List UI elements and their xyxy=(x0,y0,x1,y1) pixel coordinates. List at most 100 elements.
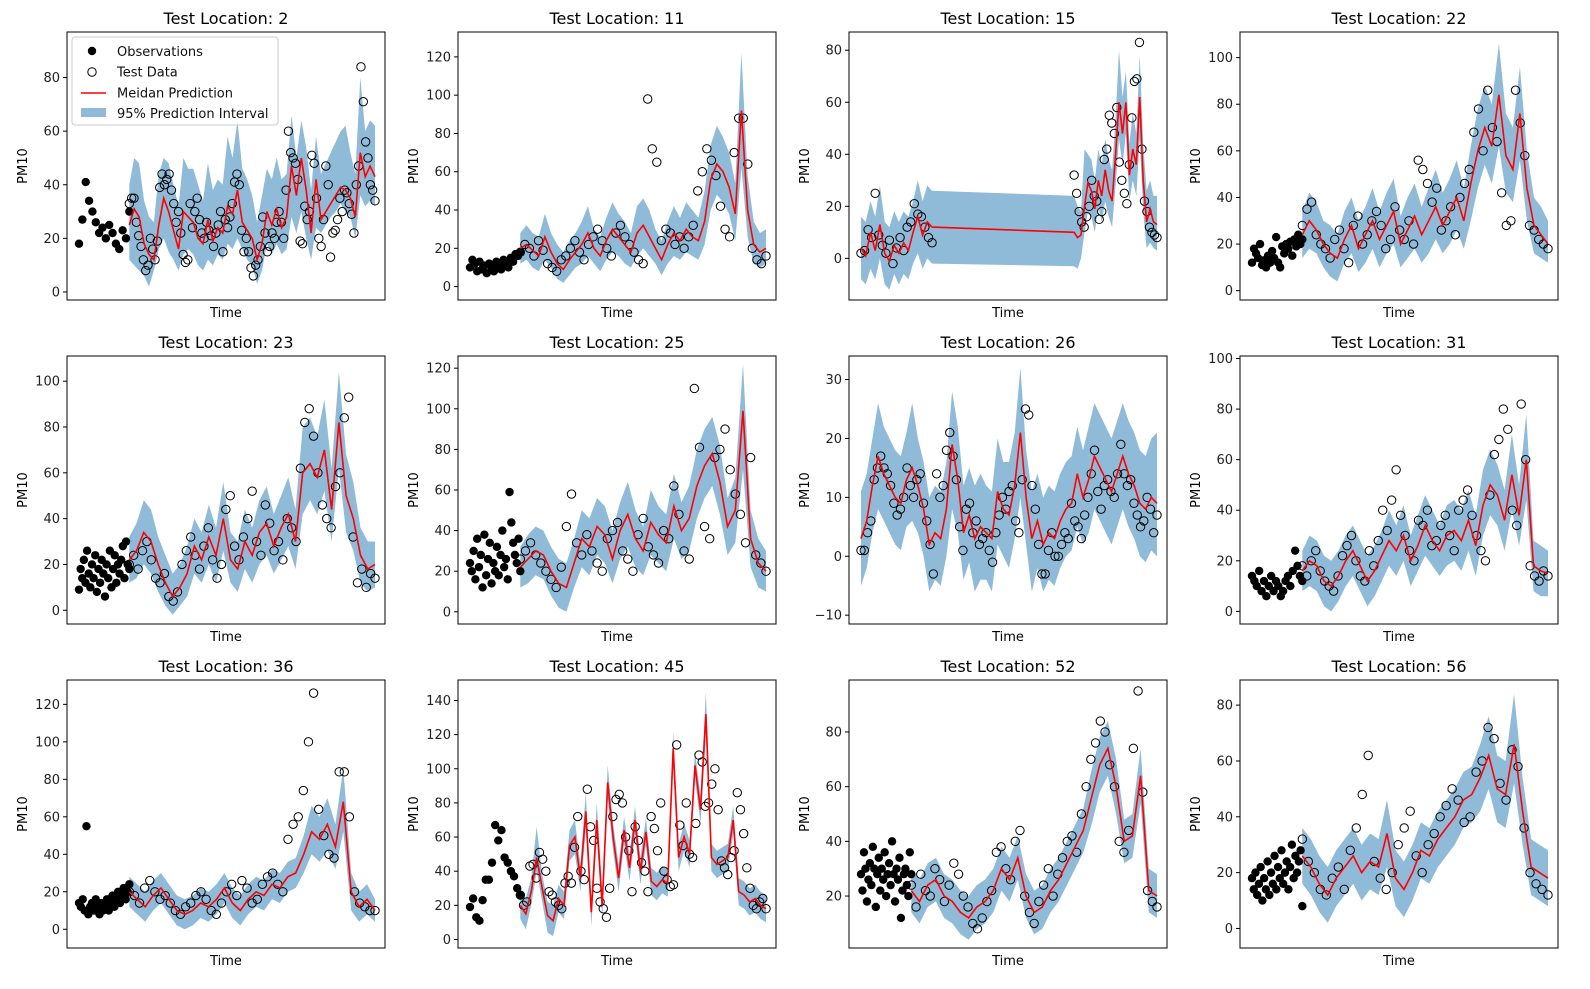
test-data-point xyxy=(1321,890,1331,900)
observation-point xyxy=(1292,868,1302,877)
test-data-point xyxy=(216,559,227,570)
test-data-point xyxy=(238,532,249,542)
test-data-point xyxy=(745,883,755,893)
test-data-point xyxy=(279,233,289,244)
test-data-point xyxy=(1142,885,1153,896)
test-data-point xyxy=(758,893,768,904)
test-data-point xyxy=(1543,890,1553,900)
test-data-point xyxy=(601,912,612,922)
test-data-point xyxy=(352,578,363,588)
prediction-interval-band xyxy=(129,77,375,287)
test-data-point xyxy=(186,532,196,542)
test-data-point xyxy=(557,904,567,914)
observation-point xyxy=(884,859,894,868)
test-data-point xyxy=(1010,836,1020,847)
test-data-point xyxy=(570,235,580,246)
observation-point xyxy=(1255,239,1265,249)
test-data-point xyxy=(944,880,954,890)
test-data-point xyxy=(598,904,608,914)
test-data-point xyxy=(334,767,344,777)
test-data-point xyxy=(267,228,277,238)
test-data-point xyxy=(300,417,310,428)
panel-title: Test Location: 26 xyxy=(939,333,1075,352)
y-tick-label: 20 xyxy=(43,232,60,247)
test-data-point xyxy=(1510,85,1521,95)
test-data-point xyxy=(1053,551,1064,561)
y-tick-label: 60 xyxy=(1216,453,1233,468)
test-data-point xyxy=(679,546,689,556)
y-tick-label: 60 xyxy=(434,484,451,499)
observation-point xyxy=(893,875,903,884)
test-data-point xyxy=(314,233,324,244)
y-axis-label: PM10 xyxy=(407,148,422,184)
test-data-point xyxy=(177,559,187,570)
test-data-point xyxy=(236,225,247,236)
test-data-point xyxy=(533,235,544,246)
observation-point xyxy=(876,886,885,895)
y-tick-label: 80 xyxy=(825,725,842,740)
x-axis-label: Time xyxy=(1382,630,1415,645)
test-data-point xyxy=(915,469,925,479)
observation-point xyxy=(1254,879,1264,888)
y-tick-label: 60 xyxy=(43,125,60,140)
observation-point xyxy=(880,848,889,857)
test-data-point xyxy=(977,913,987,923)
test-data-point xyxy=(615,220,626,231)
y-tick-label: 20 xyxy=(825,890,842,905)
test-data-point xyxy=(1531,879,1541,889)
observation-point xyxy=(886,880,895,890)
test-data-point xyxy=(754,897,765,907)
test-data-point xyxy=(1122,480,1133,491)
test-data-point xyxy=(1487,122,1498,133)
test-data-point xyxy=(1394,225,1405,235)
panel-title: Test Location: 52 xyxy=(939,657,1075,676)
test-data-point xyxy=(1030,504,1041,514)
test-data-point xyxy=(738,828,749,839)
y-tick-label: 80 xyxy=(434,796,451,811)
test-data-point xyxy=(1139,516,1149,526)
y-tick-label: 40 xyxy=(43,848,60,863)
test-data-point xyxy=(870,188,880,199)
test-data-point xyxy=(1040,569,1050,579)
test-data-point xyxy=(930,863,940,874)
test-data-point xyxy=(928,569,939,579)
test-data-point xyxy=(1449,545,1459,556)
test-data-point xyxy=(1109,492,1119,503)
observation-point xyxy=(887,837,897,846)
test-data-point xyxy=(134,898,145,908)
test-data-point xyxy=(295,463,306,473)
axes-frame xyxy=(457,31,777,301)
observation-point xyxy=(489,558,498,568)
plot-area xyxy=(856,37,1162,290)
axes-frame xyxy=(66,31,386,301)
test-data-point xyxy=(160,890,170,901)
test-data-point xyxy=(197,228,207,238)
test-data-point xyxy=(328,228,338,238)
observation-point xyxy=(1259,874,1269,883)
test-data-point xyxy=(638,258,648,269)
y-tick-label: 40 xyxy=(43,512,60,527)
test-data-point xyxy=(330,225,340,236)
test-data-point xyxy=(1459,178,1470,189)
test-data-point xyxy=(1043,545,1054,556)
test-data-point xyxy=(649,823,660,834)
observation-point xyxy=(874,853,883,862)
observation-point xyxy=(1263,857,1272,866)
test-data-point xyxy=(1010,516,1021,526)
test-data-point xyxy=(329,853,339,863)
test-data-point xyxy=(365,180,376,190)
observation-point xyxy=(104,573,113,583)
test-data-point xyxy=(1534,576,1544,586)
x-axis-label: Time xyxy=(209,954,242,969)
test-data-point xyxy=(1381,244,1391,254)
x-axis-label: Time xyxy=(209,630,242,645)
test-data-point xyxy=(895,504,906,514)
test-data-point xyxy=(1037,569,1047,579)
observation-point xyxy=(118,226,127,235)
test-data-point xyxy=(964,498,975,508)
observation-point xyxy=(87,560,97,569)
test-data-point xyxy=(288,819,298,830)
subplot-5: Test Location: 23 Time PM10 0 20 40 60 80 100 xyxy=(16,333,386,645)
test-data-point xyxy=(265,241,275,252)
test-data-point xyxy=(1441,800,1451,811)
